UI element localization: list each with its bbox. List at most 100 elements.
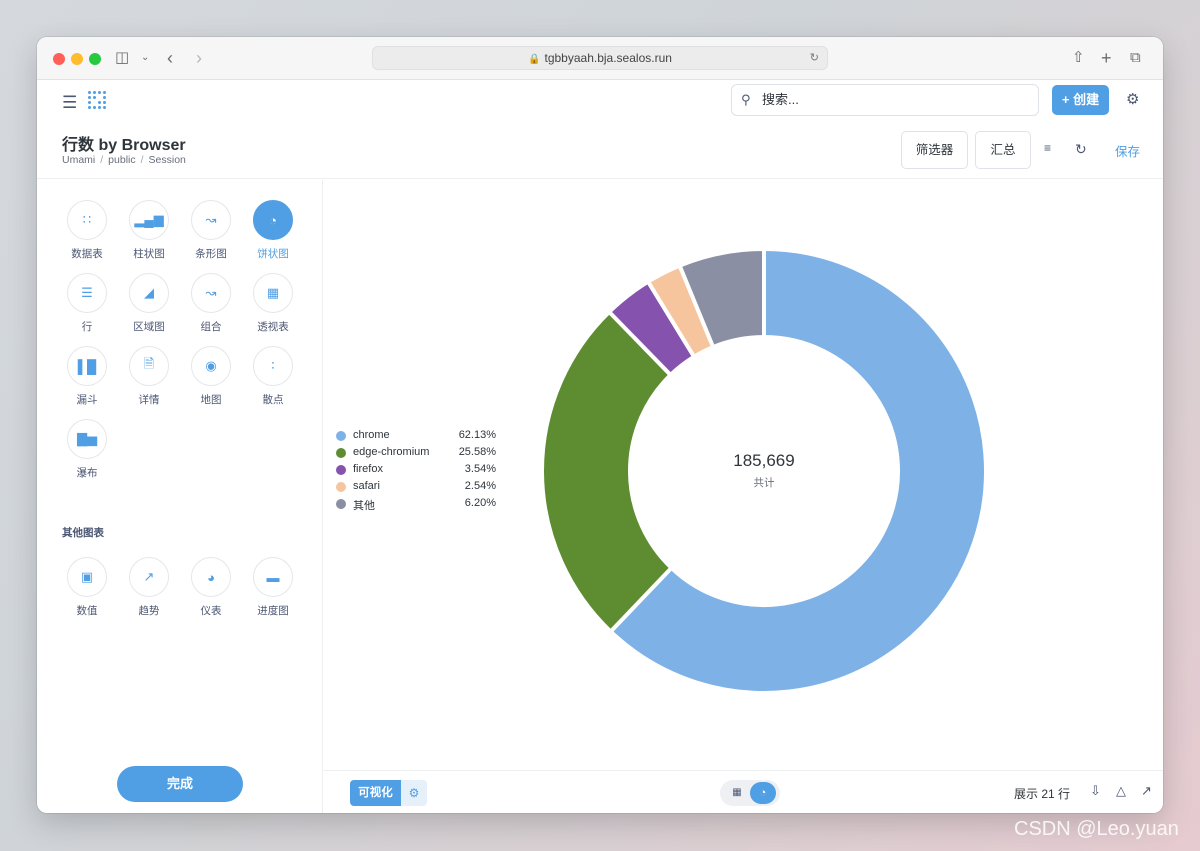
chart-type-label: 趋势	[138, 605, 160, 617]
done-button[interactable]: 完成	[117, 766, 243, 802]
legend-swatch	[336, 448, 346, 458]
share-icon[interactable]: ⇧	[1072, 49, 1085, 66]
legend-label: 其他	[353, 500, 375, 512]
other-charts-heading: 其他图表	[62, 527, 104, 539]
chart-type-map[interactable]: ◉ 地图	[180, 346, 242, 407]
back-icon[interactable]: ‹	[167, 48, 173, 68]
metabase-logo[interactable]	[88, 91, 108, 111]
chart-type-area[interactable]: ◢ 区域图	[118, 273, 180, 334]
bell-icon[interactable]: △	[1116, 783, 1126, 798]
reload-icon[interactable]: ↻	[809, 52, 819, 64]
pivot-table-icon: ▦	[253, 273, 293, 313]
legend-label: safari	[353, 480, 380, 492]
minimize-window-button[interactable]	[71, 53, 83, 65]
address-bar[interactable]: 🔒 tgbbyaah.bja.sealos.run ↻	[372, 46, 828, 70]
chart-type-label: 详情	[138, 394, 160, 406]
visualization-button[interactable]: 可视化	[350, 780, 401, 806]
row-count: 展示 21 行	[1014, 787, 1071, 801]
watermark: CSDN @Leo.yuan	[1014, 818, 1179, 840]
legend-percent: 6.20%	[464, 497, 496, 509]
download-icon[interactable]: ⇩	[1090, 783, 1101, 798]
search-icon: ⚲	[741, 92, 751, 107]
table-view-icon[interactable]: ▦	[732, 787, 742, 798]
notebook-icon[interactable]: ≡	[1044, 141, 1052, 155]
legend-percent: 25.58%	[458, 446, 496, 458]
chevron-down-icon[interactable]: ⌄	[141, 52, 150, 63]
chart-type-trend[interactable]: ↗ 趋势	[118, 557, 180, 618]
legend-swatch	[336, 482, 346, 492]
settings-gear-icon[interactable]: ⚙	[401, 780, 427, 806]
chart-type-label: 数据表	[71, 248, 103, 260]
grid-icon: ∷	[67, 200, 107, 240]
chart-type-progress[interactable]: ▬ 进度图	[242, 557, 304, 618]
create-button[interactable]: + 创建	[1052, 85, 1109, 115]
chart-type-label: 仪表	[200, 605, 222, 617]
browser-window: ◫ ⌄ ‹ › 🔒 tgbbyaah.bja.sealos.run ↻ ⇧ + ⧉…	[37, 37, 1163, 813]
close-window-button[interactable]	[53, 53, 65, 65]
chart-type-pivot[interactable]: ▦ 透视表	[242, 273, 304, 334]
legend-swatch	[336, 431, 346, 441]
scatter-icon: ∶	[253, 346, 293, 386]
breadcrumb-database[interactable]: Umami	[62, 154, 96, 166]
menu-icon[interactable]: ☰	[62, 93, 78, 112]
legend-item[interactable]: chrome 62.13%	[336, 428, 496, 445]
legend-swatch	[336, 499, 346, 509]
browser-titlebar: ◫ ⌄ ‹ › 🔒 tgbbyaah.bja.sealos.run ↻ ⇧ + ⧉	[37, 37, 1163, 80]
chart-type-label: 散点	[262, 394, 284, 406]
chart-type-funnel[interactable]: ▌█ 漏斗	[56, 346, 118, 407]
gear-icon[interactable]: ⚙	[1126, 91, 1140, 108]
legend-item[interactable]: safari 2.54%	[336, 479, 496, 496]
donut-chart[interactable]	[531, 238, 997, 704]
chart-type-label: 组合	[200, 321, 222, 333]
legend-item[interactable]: 其他 6.20%	[336, 496, 496, 513]
chart-type-row[interactable]: ☰ 行	[56, 273, 118, 334]
sidebar-toggle-icon[interactable]: ◫	[115, 49, 130, 66]
new-tab-icon[interactable]: +	[1101, 48, 1112, 68]
chart-type-label: 饼状图	[257, 248, 289, 260]
chart-type-pie[interactable]: ◔ 饼状图	[242, 200, 304, 261]
search-input[interactable]: ⚲ 搜索...	[731, 84, 1039, 116]
legend-label: firefox	[353, 463, 383, 475]
chart-type-bar[interactable]: ▂▄▆ 柱状图	[118, 200, 180, 261]
chart-type-waterfall[interactable]: ▇▅ 瀑布	[56, 419, 118, 480]
breadcrumb-schema[interactable]: public	[108, 154, 136, 166]
view-toggle[interactable]: ▦ ◔	[720, 780, 780, 806]
area-chart-icon: ◢	[129, 273, 169, 313]
summarize-button[interactable]: 汇总	[975, 131, 1031, 169]
map-pin-icon: ◉	[191, 346, 231, 386]
chart-view-icon[interactable]: ◔	[750, 782, 776, 804]
legend-item[interactable]: edge-chromium 25.58%	[336, 445, 496, 462]
chart-type-gauge[interactable]: ◕ 仪表	[180, 557, 242, 618]
chart-type-scatter[interactable]: ∶ 散点	[242, 346, 304, 407]
chart-type-label: 漏斗	[76, 394, 98, 406]
zoom-window-button[interactable]	[89, 53, 101, 65]
line-chart-icon: ↝	[191, 200, 231, 240]
legend-item[interactable]: firefox 3.54%	[336, 462, 496, 479]
chart-type-label: 条形图	[195, 248, 227, 260]
forward-icon[interactable]: ›	[196, 48, 202, 68]
lock-icon: 🔒	[528, 54, 541, 65]
chart-type-number[interactable]: ▣ 数值	[56, 557, 118, 618]
pie-slice-0[interactable]	[607, 246, 988, 695]
breadcrumb-table[interactable]: Session	[148, 154, 186, 166]
legend-percent: 62.13%	[458, 429, 496, 441]
chart-type-table[interactable]: ∷ 数据表	[56, 200, 118, 261]
question-header: 行数 by Browser Umami / public / Session 筛选器 汇…	[37, 129, 1163, 179]
legend-percent: 3.54%	[464, 463, 496, 475]
chart-type-detail[interactable]: 🗎 详情	[118, 346, 180, 407]
pie-slice-1[interactable]	[540, 309, 675, 635]
pie-chart-icon: ◔	[253, 200, 293, 240]
chart-type-combo[interactable]: ↝ 组合	[180, 273, 242, 334]
filter-button[interactable]: 筛选器	[901, 131, 968, 169]
legend-label: edge-chromium	[353, 446, 430, 458]
save-button[interactable]: 保存	[1115, 145, 1141, 159]
refresh-icon[interactable]: ↻	[1075, 141, 1087, 157]
tabs-overview-icon[interactable]: ⧉	[1130, 49, 1141, 66]
chart-type-line[interactable]: ↝ 条形图	[180, 200, 242, 261]
chart-type-label: 行	[81, 321, 93, 333]
chart-type-label: 数值	[76, 605, 98, 617]
chart-type-label: 区域图	[133, 321, 165, 333]
progress-icon: ▬	[253, 557, 293, 597]
pie-slice-4[interactable]	[677, 246, 766, 350]
external-link-icon[interactable]: ↗	[1141, 783, 1152, 798]
